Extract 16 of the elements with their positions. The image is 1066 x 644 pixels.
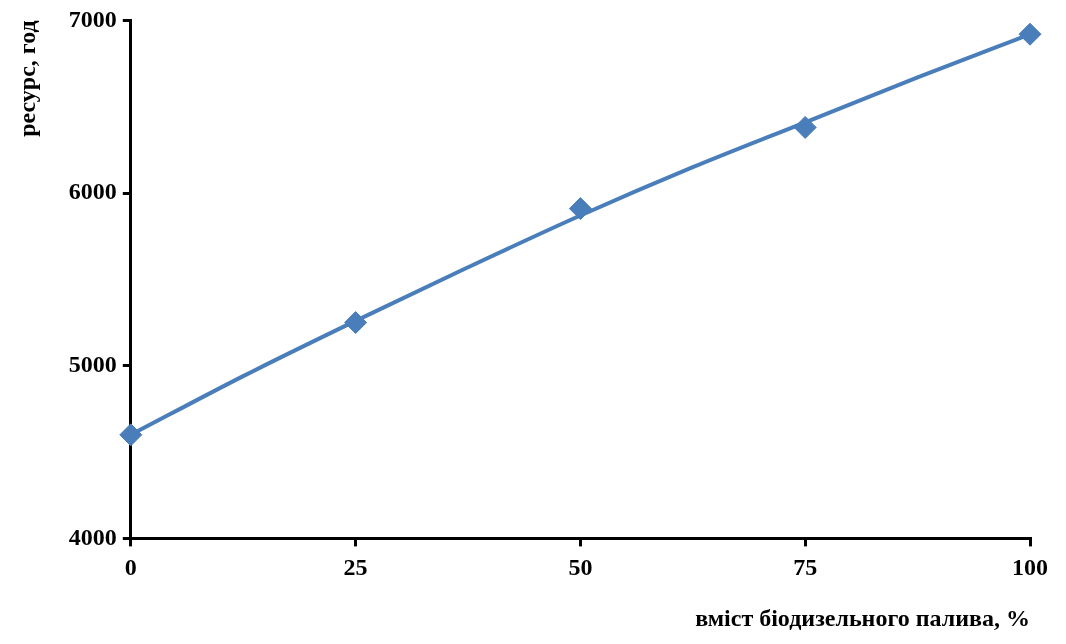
y-axis-title: ресурс, год <box>13 20 40 137</box>
y-tick-label: 7000 <box>68 5 117 32</box>
y-tick-label: 4000 <box>68 523 117 550</box>
x-tick-label: 25 <box>343 554 368 580</box>
x-tick-label: 50 <box>568 554 593 580</box>
x-tick-label: 0 <box>124 554 137 580</box>
x-tick-label: 100 <box>1012 554 1048 580</box>
point <box>119 423 143 447</box>
point <box>344 311 368 335</box>
point <box>568 197 592 221</box>
point <box>1018 22 1042 46</box>
y-tick-label: 6000 <box>68 178 117 205</box>
y-tick-label: 5000 <box>68 350 117 377</box>
x-axis-title: вміст біодизельного палива, % <box>695 604 1030 631</box>
x-tick-label: 75 <box>793 554 818 580</box>
point <box>793 115 817 139</box>
